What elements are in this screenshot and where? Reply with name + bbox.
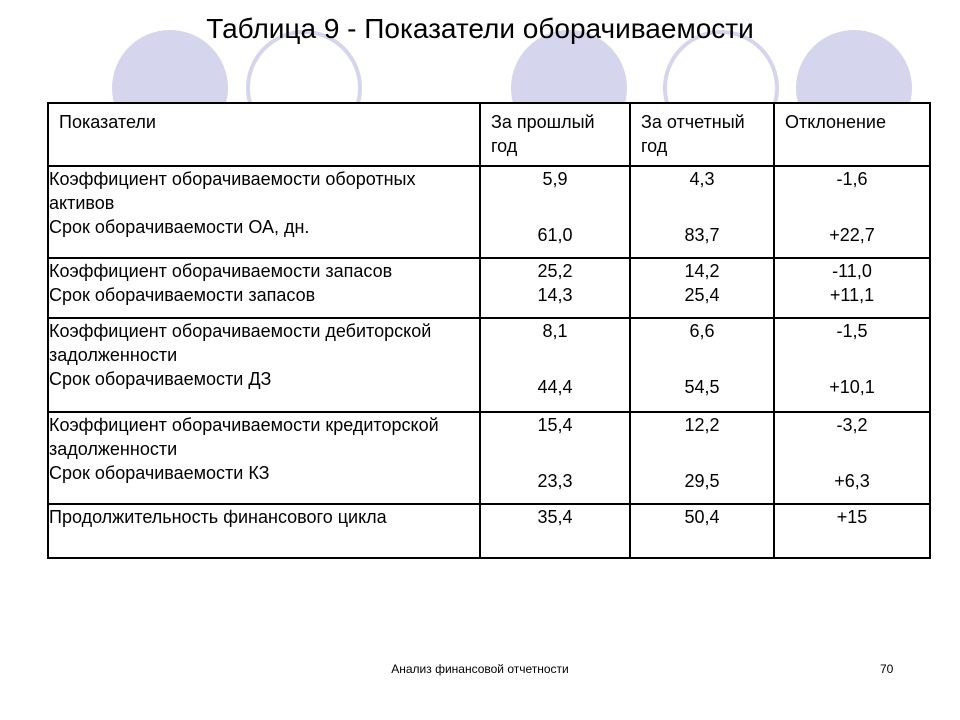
value: -1,5 — [836, 321, 868, 341]
header-deviation: Отклонение — [773, 102, 931, 167]
deviation-cell: -11,0 +11,1 — [773, 257, 931, 319]
value: 61,0 — [537, 225, 573, 245]
value: 54,5 — [684, 377, 720, 397]
row-label: Коэффициент оборачиваемости запасов — [49, 261, 393, 281]
value: -1,6 — [836, 169, 868, 189]
value: +15 — [836, 507, 868, 527]
value: 29,5 — [684, 471, 720, 491]
value: -11,0 — [832, 261, 872, 281]
deviation-cell: +15 — [773, 503, 931, 559]
row-label-cell: Коэффициент оборачиваемости оборотных ак… — [47, 165, 481, 259]
row-label-cell: Коэффициент оборачиваемости запасов Срок… — [47, 257, 481, 319]
value: 25,4 — [684, 285, 720, 305]
table-row: Коэффициент оборачиваемости дебиторской … — [47, 317, 931, 413]
value: 8,1 — [542, 321, 568, 341]
value: 50,4 — [684, 507, 720, 527]
table-row: Коэффициент оборачиваемости запасов Срок… — [47, 257, 931, 319]
row-label-cell: Коэффициент оборачиваемости кредиторской… — [47, 411, 481, 505]
row-label-cell: Коэффициент оборачиваемости дебиторской … — [47, 317, 481, 413]
table-row: Коэффициент оборачиваемости оборотных ак… — [47, 165, 931, 259]
value: 14,2 — [684, 261, 720, 281]
header-indicators: Показатели — [47, 102, 481, 167]
value: 6,6 — [689, 321, 715, 341]
value: 25,2 — [537, 261, 573, 281]
row-label: Срок оборачиваемости КЗ — [49, 463, 270, 483]
table-row: Продолжительность финансового цикла 35,4… — [47, 503, 931, 559]
reporting-year-cell: 14,2 25,4 — [629, 257, 775, 319]
header-reporting-year: За отчетный год — [629, 102, 775, 167]
row-label: Срок оборачиваемости ДЗ — [49, 369, 272, 389]
footer-caption: Анализ финансовой отчетности — [391, 662, 569, 676]
table-row: Коэффициент оборачиваемости кредиторской… — [47, 411, 931, 505]
value: +6,3 — [834, 471, 870, 491]
previous-year-cell: 8,1 44,4 — [479, 317, 631, 413]
previous-year-cell: 25,2 14,3 — [479, 257, 631, 319]
row-label: Срок оборачиваемости ОА, дн. — [49, 217, 310, 237]
previous-year-cell: 35,4 — [479, 503, 631, 559]
previous-year-cell: 15,4 23,3 — [479, 411, 631, 505]
reporting-year-cell: 50,4 — [629, 503, 775, 559]
reporting-year-cell: 12,2 29,5 — [629, 411, 775, 505]
value: -3,2 — [836, 415, 868, 435]
value: +22,7 — [829, 225, 875, 245]
row-label-cell: Продолжительность финансового цикла — [47, 503, 481, 559]
value: 5,9 — [542, 169, 568, 189]
row-label: Коэффициент оборачиваемости кредиторской… — [49, 415, 439, 459]
value: +10,1 — [829, 377, 875, 397]
reporting-year-cell: 6,6 54,5 — [629, 317, 775, 413]
value: 23,3 — [537, 471, 573, 491]
turnover-table: Показатели За прошлый год За отчетный го… — [47, 102, 931, 559]
value: 14,3 — [537, 285, 573, 305]
value: 83,7 — [684, 225, 720, 245]
page-number: 70 — [880, 662, 894, 676]
value: 35,4 — [537, 507, 573, 527]
deviation-cell: -3,2 +6,3 — [773, 411, 931, 505]
table-header-row: Показатели За прошлый год За отчетный го… — [47, 102, 931, 167]
row-label: Срок оборачиваемости запасов — [49, 285, 316, 305]
reporting-year-cell: 4,3 83,7 — [629, 165, 775, 259]
value: 15,4 — [537, 415, 573, 435]
value: 12,2 — [684, 415, 720, 435]
value: 4,3 — [689, 169, 715, 189]
deviation-cell: -1,6 +22,7 — [773, 165, 931, 259]
slide-title: Таблица 9 - Показатели оборачиваемости — [206, 13, 754, 44]
value: 44,4 — [537, 377, 573, 397]
header-previous-year: За прошлый год — [479, 102, 631, 167]
previous-year-cell: 5,9 61,0 — [479, 165, 631, 259]
value: +11,1 — [829, 285, 875, 305]
row-label: Коэффициент оборачиваемости оборотных ак… — [49, 169, 416, 213]
row-label: Коэффициент оборачиваемости дебиторской … — [49, 321, 432, 365]
row-label: Продолжительность финансового цикла — [49, 507, 387, 527]
deviation-cell: -1,5 +10,1 — [773, 317, 931, 413]
